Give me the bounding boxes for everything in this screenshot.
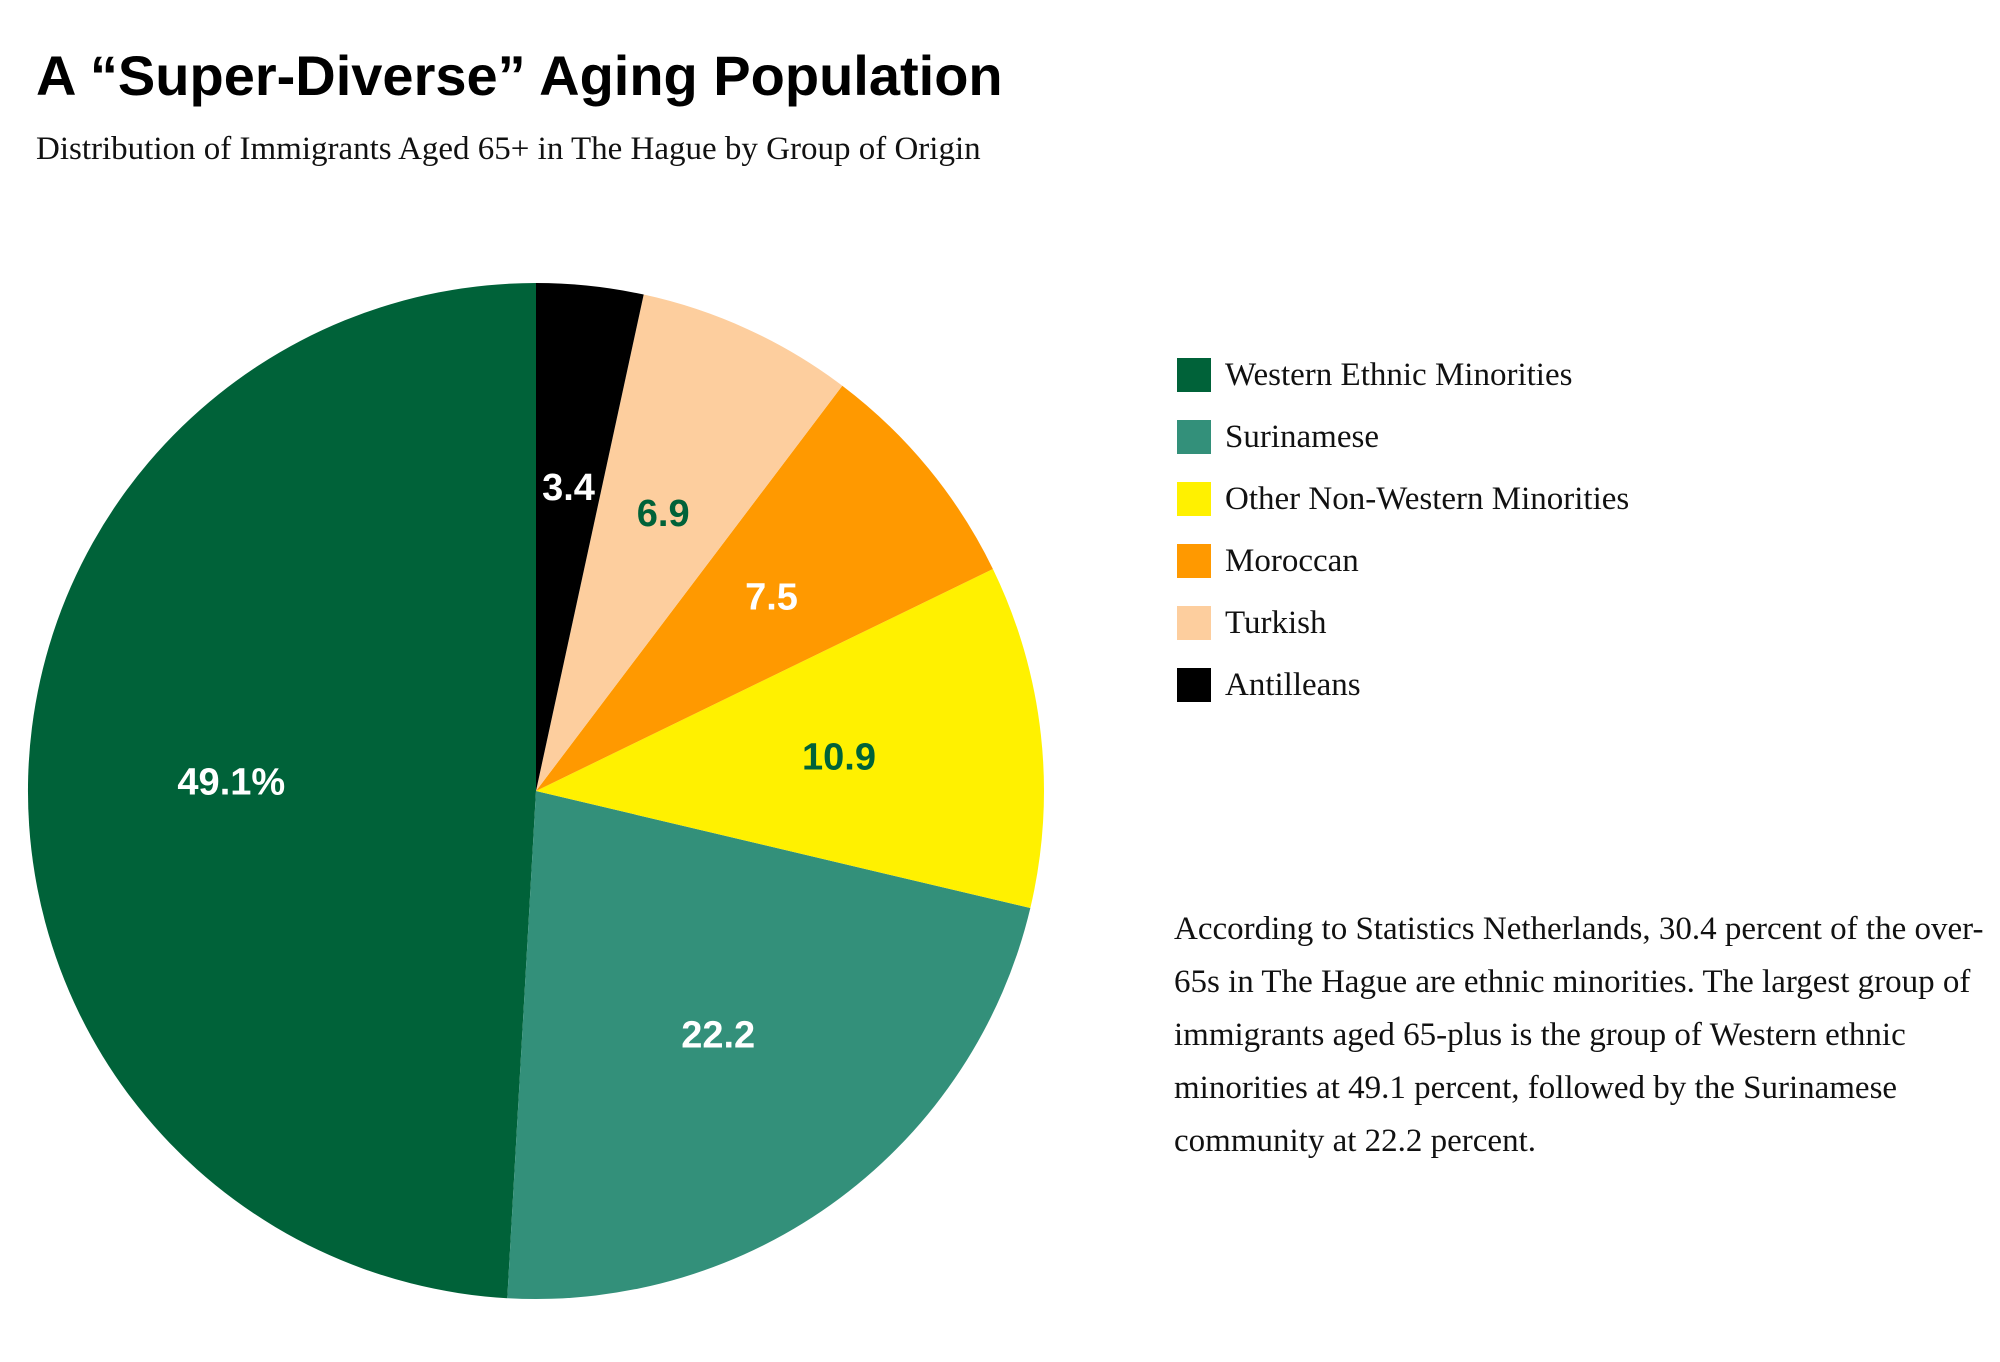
legend-item: Surinamese — [1177, 406, 1629, 468]
legend-item: Other Non-Western Minorities — [1177, 468, 1629, 530]
legend-label: Moroccan — [1225, 542, 1359, 579]
legend-label: Turkish — [1225, 604, 1327, 641]
chart-note: According to Statistics Netherlands, 30.… — [1174, 911, 1984, 1159]
legend-label: Surinamese — [1225, 418, 1379, 455]
legend-swatch — [1177, 606, 1211, 640]
pie-slice-other-non-western-minorities — [536, 568, 1044, 909]
legend-swatch — [1177, 420, 1211, 454]
pie-slice-value-label: 22.2 — [681, 1014, 755, 1056]
legend-swatch — [1177, 544, 1211, 578]
chart-subtitle: Distribution of Immigrants Aged 65+ in T… — [36, 131, 981, 167]
pie-slice-value-label: 10.9 — [802, 737, 876, 779]
legend-item: Moroccan — [1177, 530, 1629, 592]
legend: Western Ethnic Minorities Surinamese Oth… — [1177, 344, 1629, 716]
pie-slice-value-label: 49.1% — [177, 761, 285, 803]
pie-slice-value-label: 3.4 — [542, 467, 595, 509]
pie-slice-value-label: 7.5 — [745, 577, 798, 619]
legend-item: Antilleans — [1177, 654, 1629, 716]
legend-label: Antilleans — [1225, 666, 1361, 703]
legend-swatch — [1177, 358, 1211, 392]
pie-slice-western-ethnic-minorities — [27, 283, 537, 1299]
legend-item: Turkish — [1177, 592, 1629, 654]
pie-slice-antilleans — [536, 283, 644, 791]
legend-item: Western Ethnic Minorities — [1177, 344, 1629, 406]
pie-slice-moroccan — [536, 385, 993, 791]
pie-slice-value-label: 6.9 — [637, 493, 690, 535]
legend-swatch — [1177, 482, 1211, 516]
legend-swatch — [1177, 668, 1211, 702]
pie-slice-surinamese — [507, 791, 1031, 1300]
pie-slice-turkish — [536, 294, 843, 791]
legend-label: Western Ethnic Minorities — [1225, 356, 1573, 393]
pie-chart: 49.1% 22.2 10.9 7.5 6.9 3.4 — [27, 283, 1044, 1300]
chart-title: A “Super-Diverse” Aging Population — [36, 44, 1003, 107]
legend-label: Other Non-Western Minorities — [1225, 480, 1630, 517]
